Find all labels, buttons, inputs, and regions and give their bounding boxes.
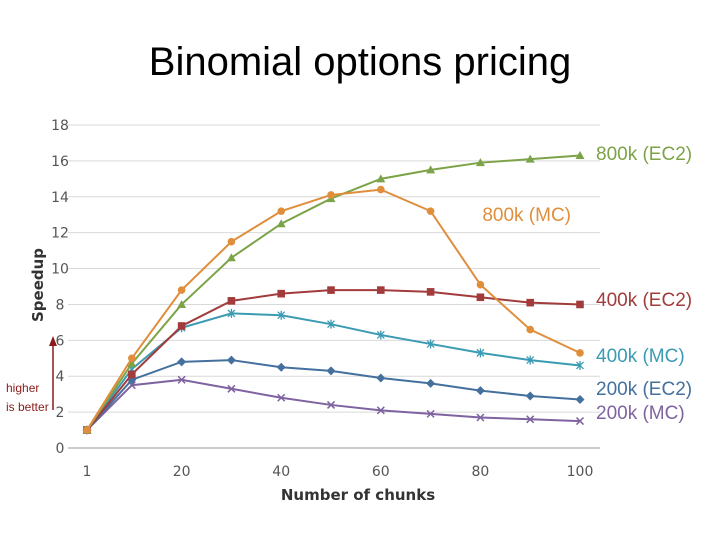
- point-400k-mc-50: [327, 319, 335, 329]
- series-200k-ec2: [82, 355, 585, 435]
- annotation-line-1: higher: [6, 381, 39, 395]
- point-400k-mc-90: [526, 355, 535, 365]
- point-400k-ec2-60: [377, 286, 385, 294]
- point-200k-ec2-40: [276, 362, 286, 372]
- y-tick-labels: 0 2 4 6 8 10 12 14 16 18: [51, 118, 69, 457]
- series-label-400k-ec2: 400k (EC2): [596, 290, 692, 311]
- series-label-400k-mc: 400k (MC): [596, 346, 685, 367]
- point-400k-ec2-30: [227, 297, 236, 305]
- point-800k-ec2-30: [226, 253, 236, 262]
- point-800k-mc-50: [327, 191, 335, 199]
- series-label-800k-ec2: 800k (EC2): [596, 144, 692, 165]
- point-400k-ec2-40: [277, 289, 286, 298]
- y-tick-0: 0: [56, 441, 65, 457]
- point-400k-ec2-100: [576, 300, 584, 309]
- point-800k-mc-1: [83, 426, 91, 434]
- x-tick-40: 40: [272, 464, 290, 480]
- point-800k-ec2-100: [575, 151, 585, 160]
- y-tick-14: 14: [51, 190, 69, 206]
- point-200k-mc-20: [177, 375, 186, 384]
- series-layer: [82, 151, 585, 435]
- point-800k-mc-40: [277, 207, 286, 215]
- point-200k-mc-40: [277, 393, 286, 402]
- point-400k-ec2-50: [327, 286, 335, 294]
- y-tick-16: 16: [51, 154, 69, 170]
- point-800k-mc-30: [227, 237, 236, 246]
- point-400k-mc-80: [476, 348, 485, 358]
- y-tick-2: 2: [56, 405, 65, 421]
- point-400k-ec2-10: [128, 370, 136, 379]
- point-200k-mc-80: [476, 413, 485, 422]
- point-800k-mc-20: [177, 286, 186, 294]
- y-tick-18: 18: [51, 118, 69, 134]
- x-tick-20: 20: [173, 464, 191, 480]
- point-800k-mc-10: [128, 354, 136, 363]
- point-400k-mc-40: [277, 310, 286, 320]
- point-200k-ec2-30: [226, 355, 236, 365]
- point-800k-ec2-80: [475, 158, 485, 167]
- point-800k-mc-80: [476, 280, 485, 289]
- point-200k-ec2-90: [525, 391, 535, 401]
- point-200k-mc-30: [227, 384, 236, 393]
- point-200k-ec2-100: [575, 395, 585, 405]
- higher-is-better-annotation: higher is better: [6, 336, 57, 414]
- point-400k-ec2-80: [476, 293, 485, 302]
- point-800k-mc-60: [377, 185, 385, 194]
- point-400k-ec2-20: [177, 322, 186, 330]
- y-tick-12: 12: [51, 226, 69, 242]
- annotation-line-2: is better: [6, 400, 49, 414]
- point-400k-mc-60: [376, 330, 385, 340]
- point-200k-mc-60: [376, 406, 385, 415]
- series-labels: 800k (EC2) 800k (MC) 400k (EC2) 400k (MC) 20…: [482, 144, 692, 424]
- point-400k-ec2-90: [526, 298, 535, 307]
- y-tick-8: 8: [56, 297, 65, 313]
- point-800k-mc-70: [426, 207, 435, 215]
- point-200k-ec2-60: [376, 373, 386, 383]
- series-label-800k-mc: 800k (MC): [482, 205, 571, 226]
- point-400k-mc-30: [227, 308, 236, 318]
- x-axis-title: Number of chunks: [281, 486, 435, 504]
- x-tick-1: 1: [83, 464, 92, 480]
- series-label-200k-ec2: 200k (EC2): [596, 379, 692, 400]
- y-tick-10: 10: [51, 262, 69, 278]
- point-800k-ec2-70: [426, 165, 436, 174]
- y-tick-4: 4: [56, 369, 65, 385]
- point-200k-ec2-80: [475, 386, 485, 396]
- point-800k-ec2-60: [376, 174, 386, 183]
- y-axis-title: Speedup: [29, 248, 47, 322]
- point-800k-ec2-20: [177, 299, 187, 308]
- point-200k-ec2-50: [326, 366, 336, 376]
- point-800k-ec2-90: [525, 154, 535, 163]
- annotation-arrow-head: [49, 336, 57, 346]
- point-200k-mc-50: [326, 400, 336, 409]
- point-800k-ec2-10: [127, 359, 137, 368]
- point-800k-mc-90: [526, 325, 535, 334]
- x-tick-100: 100: [567, 464, 594, 480]
- x-tick-80: 80: [471, 464, 489, 480]
- slide-title: Binomial options pricing: [148, 40, 572, 84]
- point-400k-mc-70: [426, 339, 435, 349]
- point-200k-mc-70: [426, 409, 435, 418]
- point-200k-ec2-70: [426, 378, 436, 388]
- series-line-200k-mc: [86, 378, 581, 431]
- series-200k-mc: [82, 375, 585, 435]
- point-200k-mc-90: [526, 415, 535, 424]
- series-label-200k-mc: 200k (MC): [596, 403, 685, 424]
- point-200k-ec2-20: [177, 357, 187, 367]
- x-tick-labels: 1 20 40 60 80 100: [83, 464, 594, 480]
- point-400k-ec2-70: [426, 288, 435, 296]
- y-tick-6: 6: [56, 333, 65, 349]
- series-800k-mc: [83, 185, 584, 434]
- point-800k-mc-100: [576, 349, 584, 357]
- point-200k-mc-100: [575, 417, 585, 426]
- point-800k-ec2-40: [276, 219, 286, 228]
- gridlines: [68, 124, 600, 449]
- x-tick-60: 60: [372, 464, 390, 480]
- series-line-400k-ec2: [86, 289, 581, 431]
- point-400k-mc-100: [576, 360, 584, 370]
